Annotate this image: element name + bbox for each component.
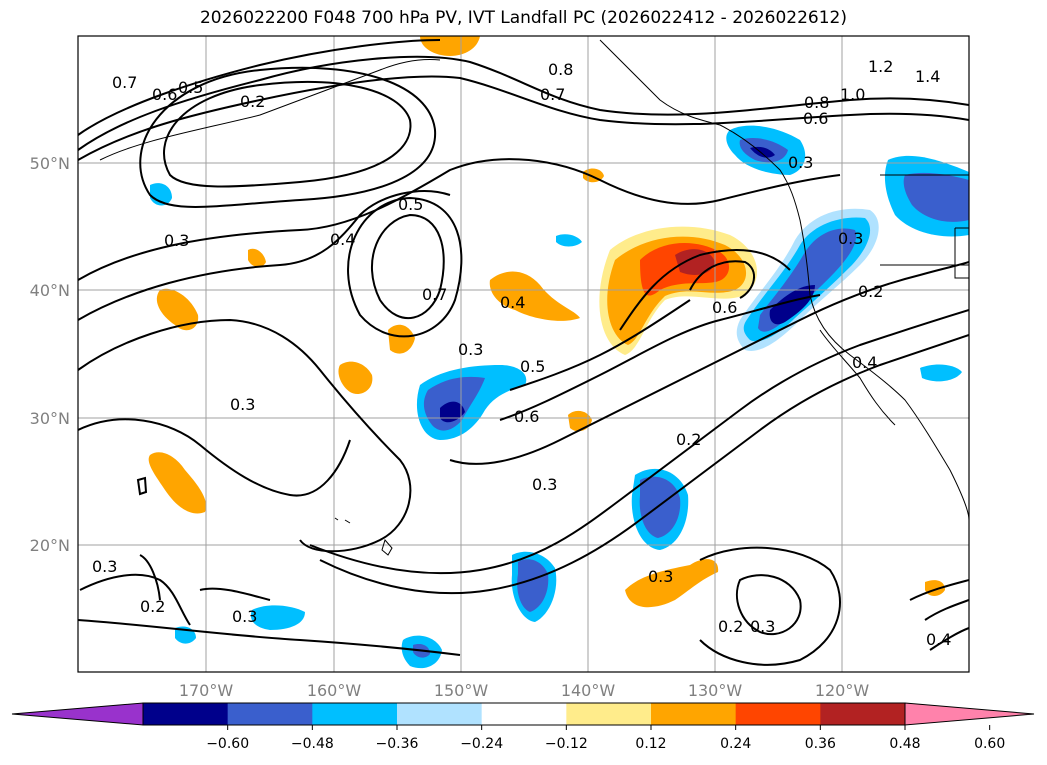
contour-label: 0.3	[648, 567, 673, 586]
contour-label: 0.3	[838, 229, 863, 248]
contour-label: 1.2	[868, 57, 893, 76]
lon-label: 160°W	[307, 681, 362, 700]
contour-label: 1.4	[915, 67, 940, 86]
colorbar: −0.60 −0.48 −0.36 −0.24 −0.12 0.12 0.24 0.36 0.4…	[11, 702, 1035, 752]
colorbar-tick-label: −0.60	[206, 736, 249, 752]
contour-label: 0.6	[514, 407, 539, 426]
contour-label: 0.3	[92, 557, 117, 576]
contour-label: 0.5	[520, 357, 545, 376]
contour-label: 0.2	[718, 617, 743, 636]
contour-label: 0.3	[230, 395, 255, 414]
contour-label: 0.3	[232, 607, 257, 626]
colorbar-segment	[312, 703, 398, 725]
contour-label: 0.7	[540, 85, 565, 104]
contour-label: 0.6	[152, 85, 177, 104]
colorbar-segment	[820, 703, 906, 725]
contour-label: 0.4	[852, 353, 877, 372]
contour-label: 0.8	[804, 93, 829, 112]
map-title: 2026022200 F048 700 hPa PV, IVT Landfall…	[199, 8, 847, 28]
colorbar-segment	[12, 703, 143, 725]
contour-label: 0.7	[112, 73, 137, 92]
colorbar-segment	[735, 703, 821, 725]
colorbar-segment	[905, 703, 1034, 725]
longitude-labels: 170°W 160°W 150°W 140°W 130°W 120°W	[179, 681, 870, 700]
contour-label: 0.3	[164, 231, 189, 250]
contour-label: 0.3	[532, 475, 557, 494]
contour-label: 0.5	[398, 195, 423, 214]
colorbar-segment	[397, 703, 483, 725]
latitude-labels: 50°N 40°N 30°N 20°N	[30, 154, 70, 555]
lat-label: 30°N	[30, 409, 70, 428]
lat-label: 50°N	[30, 154, 70, 173]
contour-label: 0.6	[712, 298, 737, 317]
lon-label: 140°W	[561, 681, 616, 700]
map-panel: 0.7 0.6 0.5 0.2 0.3 0.4 0.5 0.8 0.7 0.8 …	[78, 36, 969, 672]
contour-label: 0.4	[330, 230, 355, 249]
lat-label: 40°N	[30, 281, 70, 300]
contour-label: 0.5	[178, 78, 203, 97]
colorbar-tick-label: −0.48	[291, 736, 334, 752]
map-frame	[77, 35, 970, 673]
colorbar-segment	[566, 703, 652, 725]
contour-label: 0.3	[458, 340, 483, 359]
colorbar-tick-label: 0.48	[889, 736, 920, 752]
colorbar-tick-label: −0.12	[545, 736, 588, 752]
contour-label: 0.2	[676, 430, 701, 449]
contour-label: 1.0	[840, 85, 865, 104]
lon-label: 150°W	[434, 681, 489, 700]
contour-label: 0.4	[500, 293, 525, 312]
contour-label: 0.3	[788, 153, 813, 172]
pv-contours	[78, 39, 969, 666]
contour-label: 0.2	[140, 597, 165, 616]
lon-label: 170°W	[179, 681, 234, 700]
colorbar-tick-label: 0.36	[805, 736, 836, 752]
contour-label: 0.6	[803, 109, 828, 128]
lat-label: 20°N	[30, 536, 70, 555]
colorbar-segment	[651, 703, 737, 725]
contour-label: 0.2	[240, 92, 265, 111]
lon-label: 130°W	[688, 681, 743, 700]
colorbar-tick-label: 0.60	[974, 736, 1005, 752]
contour-label: 0.2	[858, 282, 883, 301]
colorbar-segment	[481, 703, 567, 725]
contour-labels: 0.7 0.6 0.5 0.2 0.3 0.4 0.5 0.8 0.7 0.8 …	[92, 57, 951, 649]
colorbar-segments	[12, 703, 1034, 725]
colorbar-segment	[143, 703, 229, 725]
colorbar-segment	[227, 703, 313, 725]
lon-label: 120°W	[815, 681, 870, 700]
contour-label: 0.4	[926, 630, 951, 649]
colorbar-tick-label: 0.12	[635, 736, 666, 752]
colorbar-tick-label: −0.24	[460, 736, 503, 752]
colorbar-tick-label: −0.36	[376, 736, 419, 752]
negative-anomaly-shading	[150, 125, 969, 669]
contour-label: 0.7	[422, 285, 447, 304]
contour-label: 0.3	[750, 617, 775, 636]
colorbar-ticks: −0.60 −0.48 −0.36 −0.24 −0.12 0.12 0.24 0.36 0.4…	[206, 725, 1005, 752]
colorbar-tick-label: 0.24	[720, 736, 751, 752]
contour-label: 0.8	[548, 60, 573, 79]
